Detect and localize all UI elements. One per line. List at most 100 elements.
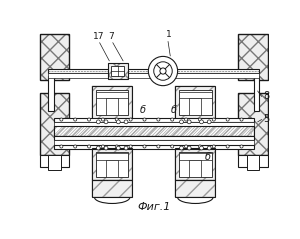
Bar [40, 93, 69, 155]
Bar [238, 34, 268, 80]
Bar [40, 34, 69, 80]
Bar [238, 34, 268, 80]
Circle shape [171, 118, 174, 121]
Bar [92, 87, 132, 119]
Circle shape [171, 145, 174, 148]
Circle shape [212, 145, 215, 148]
Bar [54, 118, 254, 122]
Text: 1: 1 [166, 30, 172, 39]
Circle shape [60, 118, 63, 121]
Text: б: б [171, 105, 177, 115]
Bar [106, 98, 118, 115]
Bar [48, 76, 54, 111]
Bar [179, 152, 212, 177]
Circle shape [60, 145, 63, 148]
Circle shape [143, 118, 146, 121]
Bar [96, 152, 128, 177]
Bar [96, 92, 128, 98]
Circle shape [200, 146, 203, 150]
Circle shape [129, 118, 132, 121]
Bar [238, 93, 268, 155]
Circle shape [96, 120, 100, 124]
Bar [40, 155, 69, 167]
Circle shape [160, 68, 166, 74]
Bar [111, 66, 124, 76]
Bar [48, 73, 259, 78]
Circle shape [198, 145, 202, 148]
Circle shape [212, 118, 215, 121]
Bar [238, 93, 268, 155]
Circle shape [143, 145, 146, 148]
Circle shape [157, 145, 160, 148]
Circle shape [226, 145, 229, 148]
Text: 8: 8 [263, 91, 269, 101]
Bar [238, 155, 268, 167]
Bar [54, 122, 254, 126]
Circle shape [154, 62, 172, 80]
Circle shape [157, 118, 160, 121]
Circle shape [179, 146, 183, 150]
Circle shape [124, 120, 128, 124]
Text: 17: 17 [93, 32, 104, 41]
Text: 5: 5 [263, 114, 269, 124]
Circle shape [187, 146, 191, 150]
Bar [106, 160, 118, 177]
Circle shape [129, 145, 132, 148]
Bar [175, 148, 215, 180]
Bar [108, 63, 127, 79]
Text: 7: 7 [109, 32, 114, 41]
Circle shape [101, 145, 104, 148]
Circle shape [187, 120, 191, 124]
Bar [96, 153, 128, 160]
Bar [175, 87, 215, 119]
Circle shape [240, 118, 243, 121]
Circle shape [96, 146, 100, 150]
Bar [54, 140, 254, 145]
Circle shape [184, 118, 188, 121]
Bar [48, 69, 259, 73]
Bar [92, 148, 132, 180]
Circle shape [198, 118, 202, 121]
Bar [175, 180, 215, 197]
Bar [189, 98, 202, 115]
Bar [54, 136, 254, 140]
Circle shape [104, 120, 108, 124]
Circle shape [115, 118, 118, 121]
Circle shape [74, 145, 77, 148]
Bar [179, 153, 212, 160]
Bar [96, 90, 128, 115]
Bar [247, 155, 259, 170]
Bar [92, 180, 132, 197]
Circle shape [240, 145, 243, 148]
Circle shape [116, 120, 120, 124]
Bar [175, 87, 215, 119]
Bar [40, 34, 69, 80]
Circle shape [184, 145, 188, 148]
Text: б: б [140, 105, 146, 115]
Text: Фиг.1: Фиг.1 [137, 201, 170, 212]
Circle shape [88, 118, 91, 121]
Bar [108, 63, 127, 79]
Bar [179, 90, 212, 115]
Bar [254, 76, 259, 111]
Bar [54, 145, 254, 149]
Bar [175, 148, 215, 180]
Bar [92, 180, 132, 197]
Bar [54, 126, 254, 136]
Circle shape [101, 118, 104, 121]
Bar [48, 155, 61, 170]
Circle shape [207, 146, 211, 150]
Circle shape [207, 120, 211, 124]
Bar [179, 92, 212, 98]
Circle shape [200, 120, 203, 124]
Circle shape [88, 145, 91, 148]
Bar [92, 87, 132, 119]
Bar [40, 93, 69, 155]
Circle shape [116, 146, 120, 150]
Circle shape [226, 118, 229, 121]
Circle shape [179, 120, 183, 124]
Bar [175, 180, 215, 197]
Circle shape [104, 146, 108, 150]
Circle shape [74, 118, 77, 121]
Circle shape [124, 146, 128, 150]
